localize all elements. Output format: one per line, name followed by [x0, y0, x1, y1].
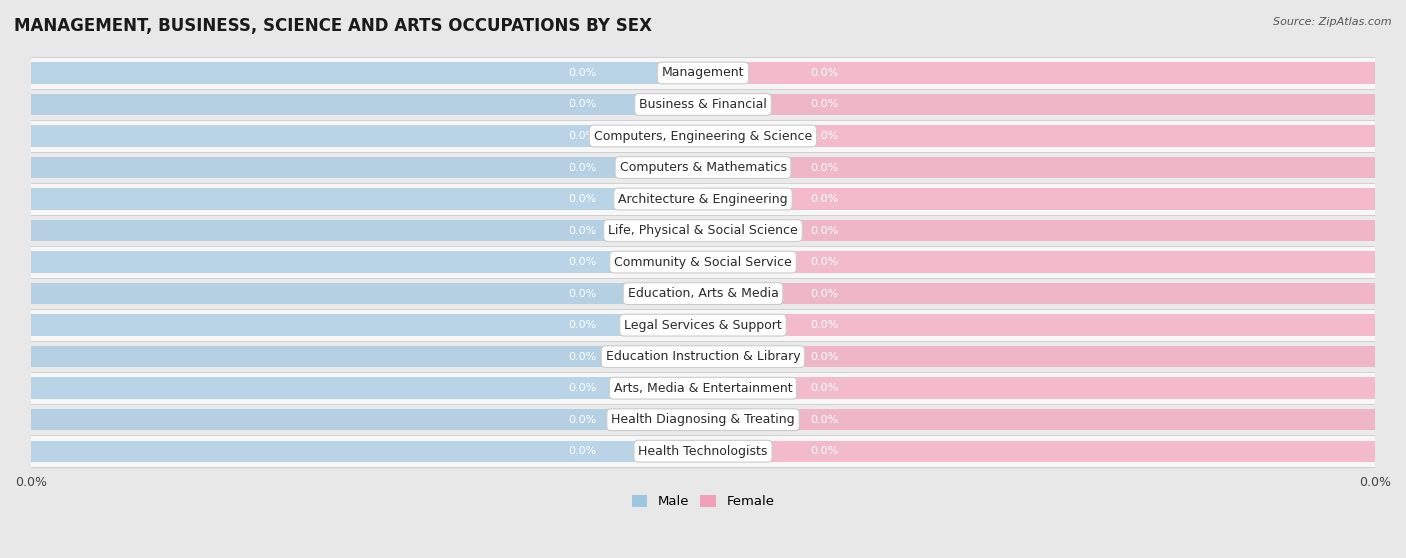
Bar — [31, 152, 1375, 183]
Text: 0.0%: 0.0% — [810, 288, 838, 299]
Bar — [31, 404, 1375, 435]
Text: Legal Services & Support: Legal Services & Support — [624, 319, 782, 331]
Bar — [703, 377, 1375, 399]
Text: 0.0%: 0.0% — [568, 320, 596, 330]
Bar — [31, 314, 703, 336]
Legend: Male, Female: Male, Female — [626, 489, 780, 513]
Bar — [703, 220, 1375, 241]
Bar — [31, 89, 1375, 121]
Text: 0.0%: 0.0% — [568, 225, 596, 235]
Text: 0.0%: 0.0% — [810, 99, 838, 109]
Text: 0.0%: 0.0% — [810, 320, 838, 330]
Text: Health Technologists: Health Technologists — [638, 445, 768, 458]
Bar — [31, 189, 703, 210]
Text: 0.0%: 0.0% — [568, 415, 596, 425]
Text: 0.0%: 0.0% — [568, 257, 596, 267]
Bar — [31, 183, 1375, 215]
Text: Business & Financial: Business & Financial — [640, 98, 766, 111]
Bar — [31, 377, 703, 399]
Bar — [703, 157, 1375, 178]
Text: Health Diagnosing & Treating: Health Diagnosing & Treating — [612, 413, 794, 426]
Bar — [31, 220, 703, 241]
Text: 0.0%: 0.0% — [810, 352, 838, 362]
Text: 0.0%: 0.0% — [568, 288, 596, 299]
Bar — [31, 372, 1375, 404]
Bar — [703, 189, 1375, 210]
Text: Computers, Engineering & Science: Computers, Engineering & Science — [593, 129, 813, 142]
Bar — [703, 314, 1375, 336]
Bar — [31, 57, 1375, 89]
Text: 0.0%: 0.0% — [810, 131, 838, 141]
Bar — [31, 252, 703, 273]
Text: MANAGEMENT, BUSINESS, SCIENCE AND ARTS OCCUPATIONS BY SEX: MANAGEMENT, BUSINESS, SCIENCE AND ARTS O… — [14, 17, 652, 35]
Text: Community & Social Service: Community & Social Service — [614, 256, 792, 268]
Bar — [31, 215, 1375, 246]
Text: 0.0%: 0.0% — [568, 352, 596, 362]
Text: Source: ZipAtlas.com: Source: ZipAtlas.com — [1274, 17, 1392, 27]
Bar — [703, 62, 1375, 84]
Text: Education, Arts & Media: Education, Arts & Media — [627, 287, 779, 300]
Bar — [703, 283, 1375, 304]
Bar — [703, 94, 1375, 115]
Bar — [703, 126, 1375, 147]
Bar — [31, 126, 703, 147]
Bar — [31, 246, 1375, 278]
Bar — [31, 121, 1375, 152]
Bar — [31, 94, 703, 115]
Bar — [31, 435, 1375, 467]
Bar — [31, 283, 703, 304]
Text: 0.0%: 0.0% — [810, 383, 838, 393]
Bar — [31, 341, 1375, 372]
Text: 0.0%: 0.0% — [568, 68, 596, 78]
Text: 0.0%: 0.0% — [810, 162, 838, 172]
Text: 0.0%: 0.0% — [810, 194, 838, 204]
Bar — [31, 309, 1375, 341]
Text: Arts, Media & Entertainment: Arts, Media & Entertainment — [613, 382, 793, 395]
Text: 0.0%: 0.0% — [568, 131, 596, 141]
Bar — [703, 409, 1375, 430]
Text: 0.0%: 0.0% — [568, 99, 596, 109]
Bar — [703, 440, 1375, 462]
Text: 0.0%: 0.0% — [568, 162, 596, 172]
Text: 0.0%: 0.0% — [810, 415, 838, 425]
Text: 0.0%: 0.0% — [810, 68, 838, 78]
Text: 0.0%: 0.0% — [568, 383, 596, 393]
Bar — [703, 252, 1375, 273]
Text: 0.0%: 0.0% — [568, 194, 596, 204]
Text: Education Instruction & Library: Education Instruction & Library — [606, 350, 800, 363]
Bar — [31, 346, 703, 367]
Text: Computers & Mathematics: Computers & Mathematics — [620, 161, 786, 174]
Text: 0.0%: 0.0% — [810, 257, 838, 267]
Bar — [31, 409, 703, 430]
Bar — [31, 157, 703, 178]
Text: 0.0%: 0.0% — [568, 446, 596, 456]
Text: Management: Management — [662, 66, 744, 79]
Bar — [703, 346, 1375, 367]
Bar — [31, 62, 703, 84]
Bar — [31, 278, 1375, 309]
Text: Architecture & Engineering: Architecture & Engineering — [619, 193, 787, 205]
Text: 0.0%: 0.0% — [810, 446, 838, 456]
Text: Life, Physical & Social Science: Life, Physical & Social Science — [609, 224, 797, 237]
Text: 0.0%: 0.0% — [810, 225, 838, 235]
Bar — [31, 440, 703, 462]
